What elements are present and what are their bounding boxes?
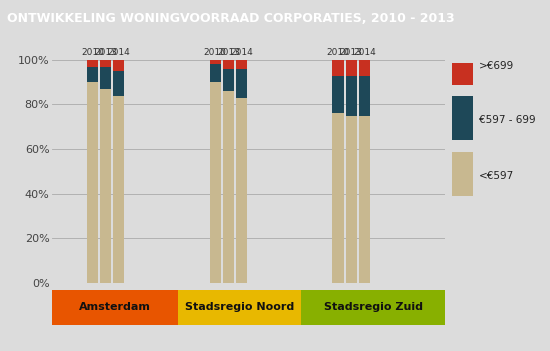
Text: 2010: 2010: [81, 48, 104, 57]
Bar: [100, 60, 111, 67]
Text: Stadsregio Zuid: Stadsregio Zuid: [324, 302, 423, 312]
Text: 2014: 2014: [230, 48, 253, 57]
Bar: [87, 82, 98, 283]
Bar: [87, 60, 98, 67]
Bar: [210, 64, 221, 82]
Bar: [345, 75, 357, 115]
Bar: [359, 115, 370, 283]
Text: >€699: >€699: [478, 61, 514, 71]
Bar: [113, 60, 124, 71]
Text: Stadsregio Noord: Stadsregio Noord: [185, 302, 294, 312]
Bar: [236, 69, 248, 98]
Text: 2013: 2013: [340, 48, 362, 57]
Bar: [452, 41, 473, 85]
Bar: [223, 60, 234, 69]
FancyBboxPatch shape: [52, 290, 178, 325]
Bar: [236, 60, 248, 69]
FancyBboxPatch shape: [301, 290, 446, 325]
Text: 2010: 2010: [327, 48, 350, 57]
FancyBboxPatch shape: [178, 290, 301, 325]
Text: 2010: 2010: [204, 48, 227, 57]
Text: 2014: 2014: [353, 48, 376, 57]
Text: 2013: 2013: [217, 48, 240, 57]
Bar: [332, 60, 344, 75]
Text: €597 - 699: €597 - 699: [478, 115, 535, 125]
Bar: [210, 60, 221, 64]
Bar: [359, 75, 370, 115]
Bar: [236, 98, 248, 283]
Text: 2014: 2014: [107, 48, 130, 57]
Bar: [210, 82, 221, 283]
Bar: [345, 60, 357, 75]
Bar: [113, 95, 124, 283]
Bar: [223, 69, 234, 91]
Bar: [452, 96, 473, 140]
Bar: [359, 60, 370, 75]
Text: <€597: <€597: [478, 171, 514, 181]
Bar: [87, 67, 98, 82]
Bar: [345, 115, 357, 283]
Text: Amsterdam: Amsterdam: [79, 302, 151, 312]
Bar: [113, 71, 124, 95]
Bar: [332, 113, 344, 283]
Bar: [452, 152, 473, 196]
Bar: [223, 91, 234, 283]
Text: 2013: 2013: [94, 48, 117, 57]
Bar: [100, 67, 111, 89]
Bar: [100, 89, 111, 283]
Bar: [332, 75, 344, 113]
Text: ONTWIKKELING WONINGVOORRAAD CORPORATIES, 2010 - 2013: ONTWIKKELING WONINGVOORRAAD CORPORATIES,…: [7, 12, 454, 25]
